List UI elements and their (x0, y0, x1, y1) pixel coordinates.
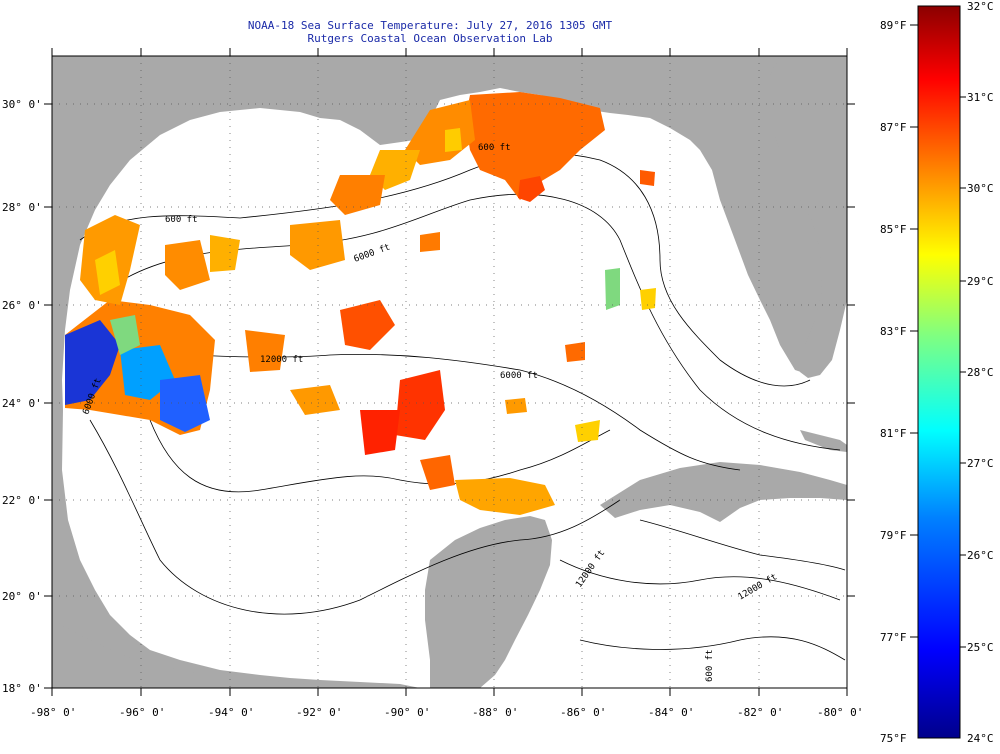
cb-label-f: 89°F (880, 19, 907, 32)
lat-label: 22° 0' (2, 494, 42, 507)
isobath-label: 600 ft (705, 649, 715, 682)
lon-label: -80° 0' (817, 706, 863, 719)
lat-label: 18° 0' (2, 682, 42, 695)
lat-label: 26° 0' (2, 299, 42, 312)
isobath-label: 600 ft (478, 143, 511, 153)
cb-label-c: 25°C (967, 641, 994, 654)
land-cuba (600, 462, 847, 522)
cb-label-f: 81°F (880, 427, 907, 440)
cb-label-c: 28°C (967, 366, 994, 379)
cb-label-f: 75°F (880, 732, 907, 745)
axis-ticks (44, 48, 855, 696)
cb-label-f: 85°F (880, 223, 907, 236)
isobath-label: 600 ft (165, 215, 198, 225)
colorbar (917, 5, 961, 739)
land-florida (760, 56, 847, 378)
isobath-contours (79, 153, 846, 661)
cb-label-f: 79°F (880, 529, 907, 542)
lat-label: 24° 0' (2, 397, 42, 410)
lon-label: -94° 0' (208, 706, 254, 719)
cb-label-c: 31°C (967, 91, 994, 104)
lat-label: 30° 0' (2, 98, 42, 111)
land-us-gulf-coast (52, 56, 840, 688)
graticule (52, 56, 847, 688)
cb-label-c: 30°C (967, 182, 994, 195)
lon-label: -84° 0' (648, 706, 694, 719)
cb-label-c: 24°C (967, 732, 994, 745)
cb-label-f: 87°F (880, 121, 907, 134)
cb-label-f: 83°F (880, 325, 907, 338)
cb-label-c: 32°C (967, 0, 994, 13)
colorbar-ticks-f (910, 24, 918, 638)
lon-label: -90° 0' (384, 706, 430, 719)
lon-label: -98° 0' (30, 706, 76, 719)
lon-label: -86° 0' (560, 706, 606, 719)
colorbar-ticks-c (960, 96, 966, 648)
colorbar-celsius-labels: 32°C 31°C 30°C 29°C 28°C 27°C 26°C 25°C … (967, 0, 994, 745)
lon-label: -96° 0' (119, 706, 165, 719)
cb-label-c: 27°C (967, 457, 994, 470)
sst-data (65, 92, 656, 515)
map-frame (51, 55, 848, 689)
lon-label: -82° 0' (737, 706, 783, 719)
longitude-labels: -98° 0' -96° 0' -94° 0' -92° 0' -90° 0' … (30, 706, 863, 719)
land-mexico-south (52, 620, 410, 688)
map-title: NOAA-18 Sea Surface Temperature: July 27… (247, 19, 613, 32)
cb-label-c: 26°C (967, 549, 994, 562)
lat-label: 20° 0' (2, 590, 42, 603)
lon-label: -92° 0' (296, 706, 342, 719)
cb-label-c: 29°C (967, 275, 994, 288)
isobath-label: 12000 ft (260, 355, 303, 365)
isobath-label: 6000 ft (500, 371, 538, 381)
land-yucatan (425, 516, 552, 688)
latitude-labels: 30° 0' 28° 0' 26° 0' 24° 0' 22° 0' 20° 0… (2, 98, 42, 695)
land-bahamas (800, 430, 847, 452)
colorbar-fahrenheit-labels: 89°F 87°F 85°F 83°F 81°F 79°F 77°F 75°F (880, 19, 907, 745)
lat-label: 28° 0' (2, 201, 42, 214)
lon-label: -88° 0' (472, 706, 518, 719)
map-subtitle: Rutgers Coastal Ocean Observation Lab (307, 32, 553, 45)
cb-label-f: 77°F (880, 631, 907, 644)
